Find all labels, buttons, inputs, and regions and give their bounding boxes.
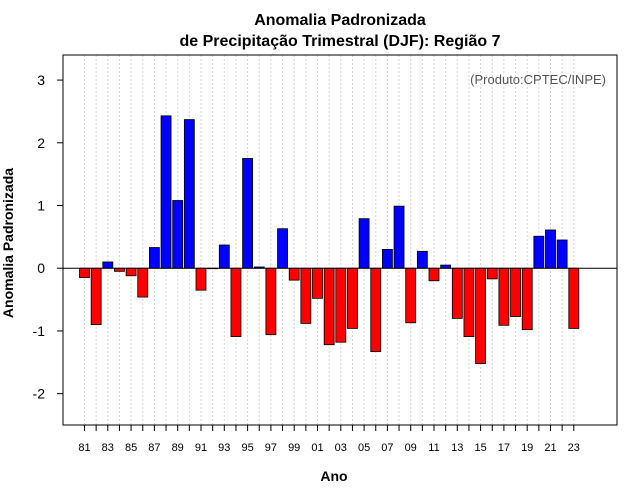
x-tick-label: 23 — [568, 442, 580, 454]
x-tick-label: 07 — [381, 442, 393, 454]
bar-93 — [218, 244, 230, 269]
bar-00 — [300, 267, 312, 324]
x-tick-label: 09 — [405, 442, 417, 454]
x-tick-label: 95 — [241, 442, 253, 454]
bar-11 — [428, 267, 440, 282]
bar-19 — [521, 267, 533, 331]
y-tick-label: 1 — [37, 198, 45, 214]
x-axis: 81 83 85 87 89 91 93 95 97 99 01 03 05 07 09 11 13 15 17 19… — [78, 425, 580, 454]
bar-10 — [416, 250, 428, 269]
bar-02 — [323, 267, 335, 346]
bar-14 — [463, 267, 475, 337]
bar-83 — [102, 261, 114, 269]
bar-07 — [381, 249, 393, 269]
bar-97 — [265, 267, 277, 336]
x-tick-label: 13 — [451, 442, 463, 454]
bar-17 — [498, 267, 510, 326]
bar-08 — [393, 205, 405, 269]
y-tick-label: 0 — [37, 260, 45, 276]
x-tick-label: 01 — [311, 442, 323, 454]
bar-87 — [148, 247, 160, 269]
y-axis: -2 -1 0 1 2 3 — [33, 72, 63, 402]
x-tick-label: 87 — [148, 442, 160, 454]
x-tick-label: 05 — [358, 442, 370, 454]
x-tick-label: 81 — [78, 442, 90, 454]
credit-annotation: (Produto:CPTEC/INPE) — [470, 72, 606, 87]
bar-81 — [79, 267, 90, 279]
chart-title-line1: Anomalia Padronizada — [254, 12, 426, 29]
bar-05 — [358, 218, 370, 269]
x-tick-label: 17 — [498, 442, 510, 454]
bar-95 — [242, 158, 254, 269]
x-tick-label: 93 — [218, 442, 230, 454]
bar-18 — [510, 267, 521, 317]
x-tick-label: 03 — [335, 442, 347, 454]
bar-01 — [312, 267, 323, 299]
bar-16 — [486, 267, 498, 280]
bar-82 — [90, 267, 102, 326]
x-tick-label: 89 — [172, 442, 184, 454]
bar-04 — [347, 267, 358, 329]
bar-90 — [183, 119, 195, 269]
y-tick-label: 2 — [37, 135, 45, 151]
bars-layer — [79, 115, 580, 364]
y-tick-label: -1 — [33, 323, 46, 339]
x-tick-label: 11 — [428, 442, 439, 454]
bar-85 — [125, 267, 137, 277]
bar-98 — [277, 228, 288, 269]
bar-09 — [405, 267, 417, 324]
bar-86 — [137, 267, 149, 298]
x-tick-label: 15 — [474, 442, 486, 454]
x-tick-label: 99 — [288, 442, 300, 454]
bar-22 — [556, 239, 568, 269]
bar-91 — [195, 267, 207, 291]
x-tick-label: 83 — [102, 442, 114, 454]
plot-frame — [62, 54, 618, 426]
grid-lines — [84, 55, 575, 425]
bar-94 — [230, 267, 242, 337]
y-axis-label: Anomalia Padronizada — [0, 168, 16, 318]
x-tick-label: 85 — [125, 442, 137, 454]
x-tick-label: 19 — [521, 442, 533, 454]
x-axis-label: Ano — [320, 468, 347, 484]
bar-99 — [288, 267, 300, 281]
bar-13 — [451, 267, 463, 319]
bar-15 — [475, 267, 487, 364]
bar-21 — [545, 229, 556, 269]
y-tick-label: -2 — [33, 386, 46, 402]
x-tick-label: 91 — [195, 442, 207, 454]
x-tick-label: 97 — [265, 442, 277, 454]
bar-20 — [533, 235, 545, 269]
bar-03 — [335, 267, 347, 343]
x-tick-label: 21 — [544, 442, 556, 454]
bar-23 — [568, 267, 580, 329]
chart-title-line2: de Precipitação Trimestral (DJF): Região… — [180, 33, 501, 50]
bar-89 — [172, 200, 184, 269]
y-tick-label: 3 — [37, 72, 45, 88]
bar-88 — [160, 115, 172, 269]
bar-06 — [370, 267, 382, 353]
